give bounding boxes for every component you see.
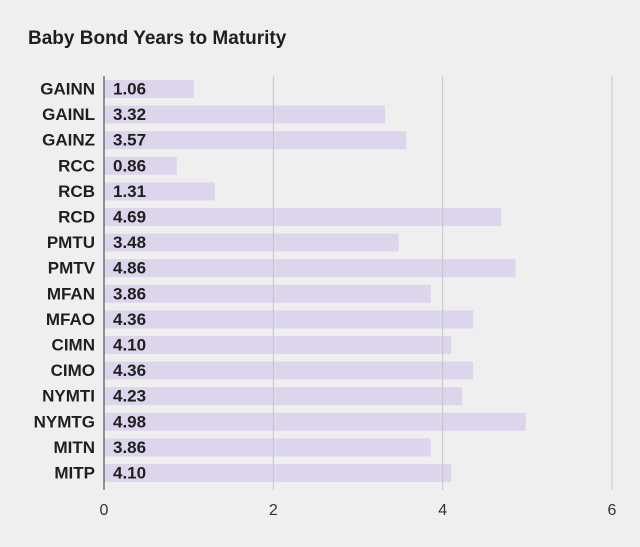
bar-pmtu — [104, 233, 399, 252]
data-label: 4.86 — [113, 259, 146, 278]
data-label: 3.48 — [113, 233, 146, 252]
bar-rcb — [104, 182, 215, 201]
category-label: NYMTI — [42, 387, 95, 406]
category-label: MFAO — [46, 310, 95, 329]
bar-mfao — [104, 310, 474, 329]
data-label: 4.10 — [113, 336, 146, 355]
data-label: 4.23 — [113, 387, 146, 406]
x-tick-label: 0 — [100, 502, 109, 519]
bar-mfan — [104, 284, 431, 303]
bar-mitp — [104, 464, 452, 482]
category-label: RCD — [58, 208, 95, 227]
category-label: RCC — [58, 156, 95, 175]
chart-title: Baby Bond Years to Maturity — [28, 28, 287, 49]
category-label: MFAN — [47, 284, 95, 303]
data-label: 3.86 — [113, 284, 146, 303]
category-label: MITP — [54, 464, 95, 483]
data-label: 4.36 — [113, 310, 146, 329]
data-label: 4.69 — [113, 208, 146, 227]
x-tick-label: 4 — [438, 502, 447, 519]
x-tick-label: 6 — [608, 502, 617, 519]
bar-gainz — [104, 131, 407, 150]
bar-nymtg — [104, 412, 526, 431]
data-label: 3.86 — [113, 438, 146, 457]
bar-rcd — [104, 208, 502, 226]
data-label: 3.32 — [113, 105, 146, 124]
category-label: CIMO — [51, 361, 95, 380]
data-label: 4.36 — [113, 361, 146, 380]
bar-gainn — [104, 80, 194, 98]
category-label: GAINZ — [42, 131, 95, 150]
category-label: MITN — [53, 438, 95, 457]
bar-cimn — [104, 336, 452, 354]
data-label: 4.10 — [113, 464, 146, 483]
bar-mitn — [104, 438, 431, 457]
x-tick-label: 2 — [269, 502, 278, 519]
category-label: NYMTG — [34, 412, 95, 431]
bar-rcc — [104, 156, 177, 175]
data-label: 3.57 — [113, 131, 146, 150]
data-label: 4.98 — [113, 412, 146, 431]
bar-gainl — [104, 105, 386, 124]
category-label: PMTV — [48, 259, 96, 278]
bar-nymti — [104, 387, 463, 406]
category-label: GAINN — [40, 80, 95, 99]
data-label: 1.31 — [113, 182, 146, 201]
data-label: 1.06 — [113, 80, 146, 99]
category-label: CIMN — [52, 336, 95, 355]
bar-cimo — [104, 361, 474, 380]
category-label: PMTU — [47, 233, 95, 252]
data-label: 0.86 — [113, 156, 146, 175]
bar-pmtv — [104, 259, 516, 278]
category-label: RCB — [58, 182, 95, 201]
category-label: GAINL — [42, 105, 95, 124]
